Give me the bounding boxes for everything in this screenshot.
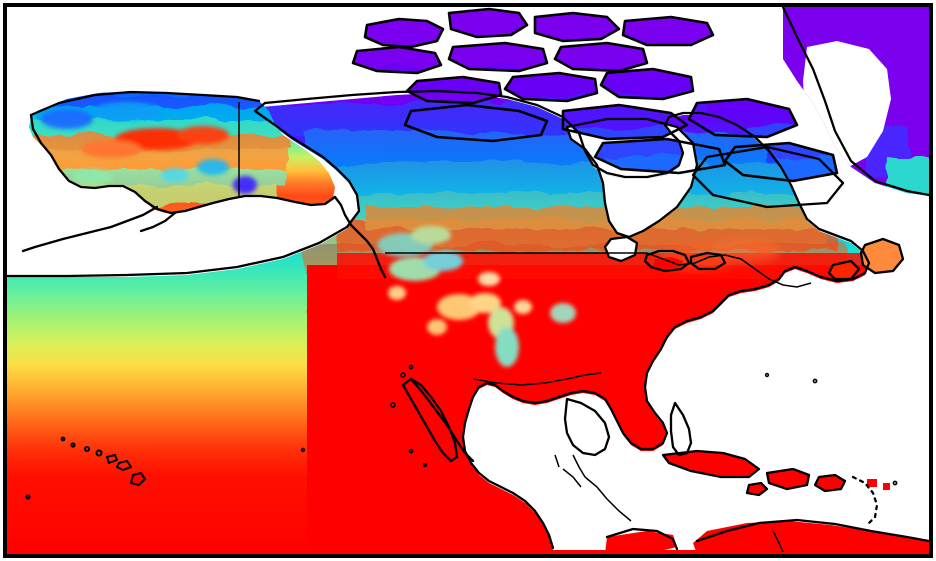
border-guatemala-honduras	[562, 468, 582, 488]
border-belize	[554, 454, 560, 468]
border-colombia-venezuela	[772, 530, 784, 553]
newfoundland-raster	[829, 239, 903, 279]
political-borders	[238, 102, 812, 553]
border-mexico-guatemala	[572, 454, 586, 478]
coastlines	[7, 7, 929, 551]
border-usa-mexico	[472, 372, 602, 386]
border-usa-canada-east	[646, 252, 812, 288]
caribbean-raster	[663, 451, 890, 495]
map-raster-and-vectors	[7, 7, 929, 554]
map-axes-frame	[3, 3, 933, 558]
border-honduras-nicaragua	[584, 476, 608, 500]
south-america-raster	[605, 521, 929, 554]
map-canvas	[7, 7, 929, 554]
border-nicaragua-costarica	[606, 498, 632, 522]
